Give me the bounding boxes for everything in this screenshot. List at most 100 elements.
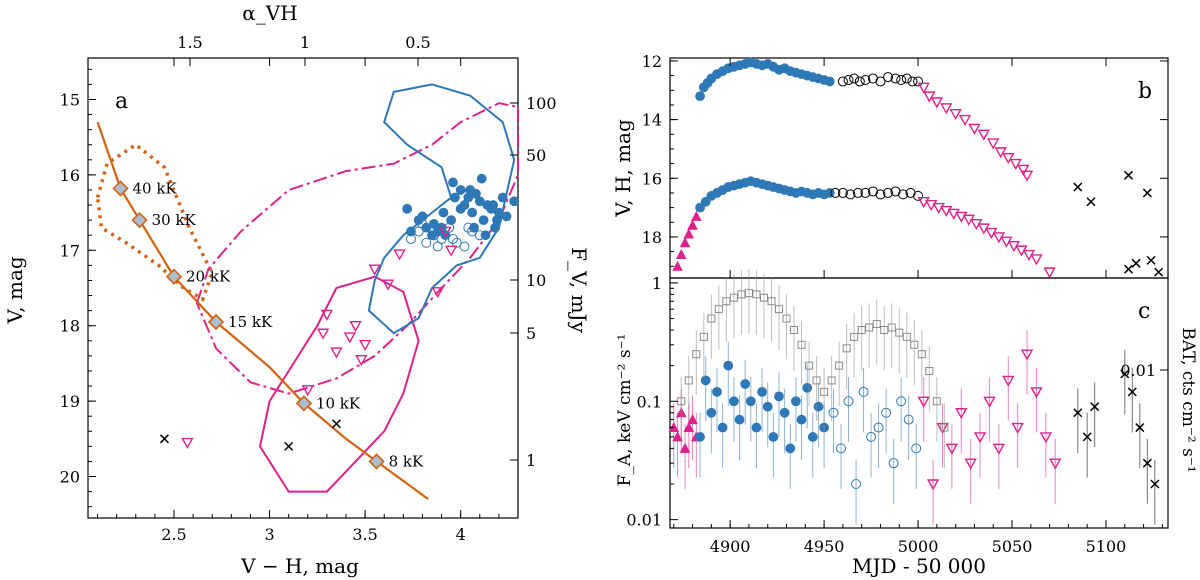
point-plateau <box>873 422 884 433</box>
point-decline <box>1011 422 1024 434</box>
point-rise <box>728 396 739 407</box>
point-plateau <box>881 407 892 418</box>
point-h-late <box>1124 264 1134 274</box>
panel-c-frame <box>669 277 1169 529</box>
point-bat <box>902 332 911 341</box>
panel-b-ticks: 12 14 16 18 <box>642 52 1168 278</box>
point-decline <box>368 264 381 276</box>
point-rise <box>406 226 416 237</box>
panel-b-ylabel: V, H, mag <box>611 119 635 218</box>
point-v-plateau <box>913 76 924 87</box>
point-late <box>1120 369 1130 379</box>
point-h-plateau <box>845 189 856 200</box>
panel-c-right-label: BAT, cts cm⁻² s⁻¹ <box>1178 327 1198 472</box>
point-rise <box>813 401 824 412</box>
x-tick-label: 4900 <box>710 537 751 556</box>
point-rise <box>785 443 796 454</box>
point-rise <box>492 215 502 226</box>
panel-b: 12 14 16 18 b V, H, mag <box>611 52 1169 279</box>
point-decline <box>1030 387 1043 399</box>
point-decline <box>439 226 452 238</box>
point-decline <box>936 422 949 434</box>
point-decline <box>316 328 330 340</box>
temperature-label: 20 kK <box>186 268 231 286</box>
temperature-label: 40 kK <box>132 179 177 197</box>
point-bat <box>737 290 746 299</box>
point-rise <box>774 391 784 402</box>
point-decline <box>393 249 406 261</box>
x-tick-label: 3 <box>264 525 274 544</box>
point-rise <box>706 407 717 418</box>
point-bat <box>790 326 799 335</box>
y-tick-label: 18 <box>60 317 80 336</box>
point-h-decline <box>947 208 960 220</box>
point-bat <box>729 293 738 302</box>
y-tick-label: 15 <box>60 90 80 109</box>
x-tick-label: 4 <box>456 525 466 544</box>
x-tick-label: 2.5 <box>161 525 186 544</box>
point-decline <box>1039 432 1053 444</box>
x-tick-label: 5100 <box>1086 537 1127 556</box>
point-rise <box>478 215 489 226</box>
point-decline <box>926 479 940 491</box>
point-rise <box>700 375 711 386</box>
x-tick-label: 5000 <box>898 537 939 556</box>
point-rise <box>779 407 790 418</box>
right-tick-label: 50 <box>526 146 546 165</box>
point-v-plateau <box>882 72 893 83</box>
point-h-plateau <box>875 189 886 200</box>
x-tick-label: 3.5 <box>352 525 377 544</box>
point-bat <box>782 314 791 323</box>
point-decline <box>983 396 996 408</box>
point-plateau <box>903 414 914 425</box>
point-rise <box>446 215 457 226</box>
point-late <box>1150 479 1160 489</box>
point-early <box>672 431 683 442</box>
point-bat <box>842 344 851 353</box>
temperature-diamond <box>295 395 313 412</box>
point-plateau <box>836 443 847 454</box>
point-v-decline <box>949 109 962 121</box>
y-tick-label: 17 <box>60 241 80 260</box>
point-v-plateau <box>890 73 901 84</box>
top-tick-label: 1 <box>300 33 310 52</box>
point-early <box>683 421 695 433</box>
point-rise <box>429 219 439 229</box>
point-rise <box>791 396 801 407</box>
y-tick-label: 18 <box>642 228 662 247</box>
point-late <box>1073 408 1083 418</box>
temperature-diamond <box>368 453 385 470</box>
point-h-plateau <box>882 187 893 198</box>
point-h-early <box>675 248 687 260</box>
contour-pink-dashdot <box>195 102 519 395</box>
point-h-late <box>1146 255 1156 265</box>
point-bat <box>744 289 753 298</box>
point-decline <box>358 339 372 351</box>
point-h-plateau <box>913 190 924 201</box>
panel-a-contours <box>95 83 519 493</box>
point-h-plateau <box>898 189 909 200</box>
y-tick-label: 0.1 <box>637 392 662 411</box>
point-rise <box>734 414 745 425</box>
point-decline <box>992 443 1006 455</box>
point-rise <box>497 192 508 203</box>
point-plateau <box>866 431 877 442</box>
point-h-decline <box>925 199 938 212</box>
right-tick-label: 0.01 <box>1120 361 1156 380</box>
point-h-plateau <box>905 187 916 198</box>
point-bat <box>910 340 919 349</box>
point-h-early <box>690 210 702 221</box>
point-v-decline <box>917 82 930 94</box>
point-decline <box>955 408 968 420</box>
point-v-plateau <box>907 76 918 87</box>
point-bat <box>917 350 926 359</box>
point-decline <box>964 458 977 470</box>
point-v-plateau <box>837 76 848 87</box>
point-rise <box>450 192 460 203</box>
point-plateau <box>851 479 862 490</box>
point-decline <box>181 437 194 450</box>
point-bat <box>895 328 904 337</box>
point-plateau <box>828 407 839 418</box>
panel-a-frame <box>87 57 519 519</box>
point-rise <box>465 185 476 195</box>
